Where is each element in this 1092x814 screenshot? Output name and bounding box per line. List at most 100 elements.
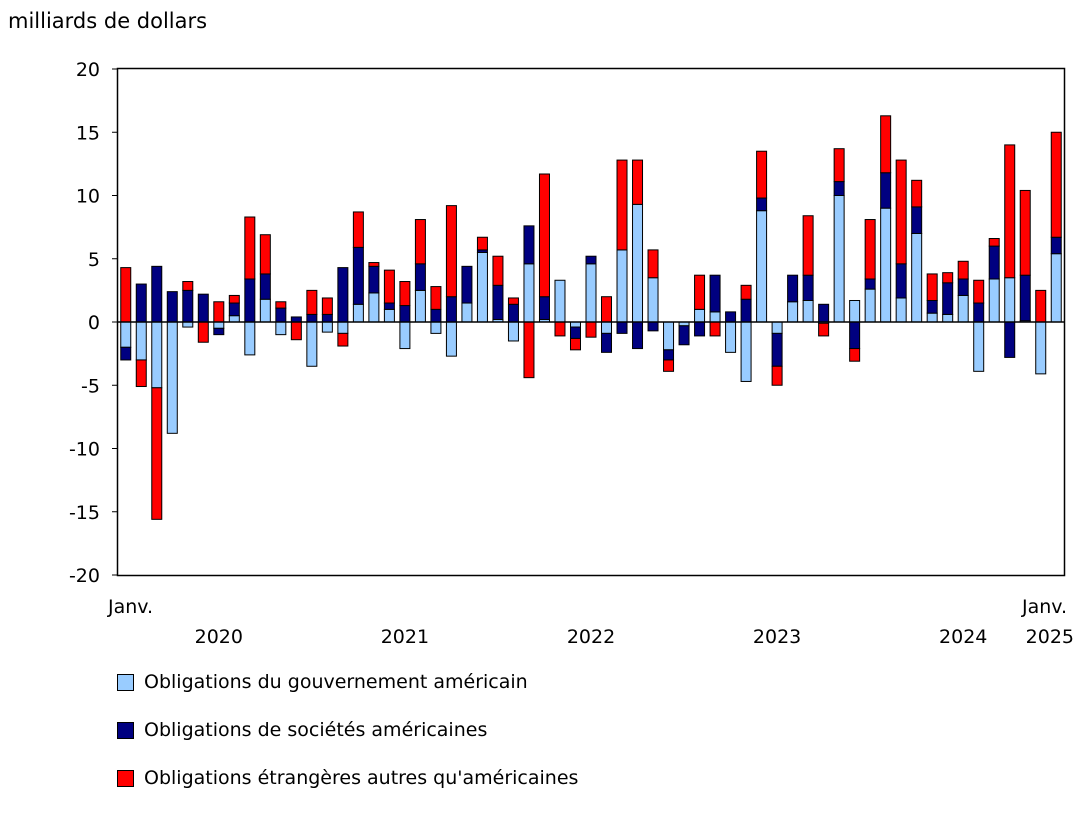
x-axis-labels: Janv. Janv. 2020 2021 2022 2023 2024 2025 [107, 596, 1074, 648]
bar-foreign [647, 249, 659, 279]
bar-foreign [880, 115, 892, 174]
bar-corporate [259, 273, 271, 300]
y-tick-label: 10 [76, 186, 100, 208]
bar-government [911, 232, 923, 323]
bar-foreign [554, 321, 566, 337]
bar-government [1035, 321, 1047, 375]
y-tick-label: -5 [81, 375, 100, 397]
legend-swatch-government [117, 673, 134, 691]
x-year-label: 2021 [381, 626, 429, 648]
bar-government [166, 321, 178, 434]
bar-corporate [1050, 236, 1062, 255]
bar-government [554, 279, 566, 323]
legend-label-foreign: Obligations étrangères autres qu'américa… [144, 767, 579, 789]
bar-corporate [461, 265, 473, 304]
x-year-label: 2020 [195, 626, 243, 648]
bar-government [756, 210, 768, 323]
bar-foreign [399, 281, 411, 307]
bar-foreign [492, 255, 504, 286]
bar-corporate [740, 298, 752, 323]
bar-government [244, 321, 256, 356]
y-tick-label: 0 [88, 312, 100, 334]
bar-corporate [818, 303, 830, 323]
bar-foreign [616, 159, 628, 251]
bar-foreign [368, 262, 380, 267]
bar-government [988, 278, 1000, 323]
bar-corporate [1019, 274, 1031, 322]
bar-corporate [1004, 321, 1016, 358]
bar-corporate [120, 346, 132, 361]
bar-government [663, 321, 675, 351]
legend-swatch-foreign [117, 769, 134, 787]
bar-government [182, 321, 194, 328]
bar-foreign [523, 321, 535, 379]
legend: Obligations du gouvernement américain Ob… [117, 670, 578, 814]
bar-corporate [942, 282, 954, 315]
bar-foreign [663, 359, 675, 372]
bar-corporate [787, 274, 799, 303]
bar-government [430, 321, 442, 334]
bar-foreign [352, 211, 364, 248]
bar-foreign [756, 150, 768, 199]
bar-foreign [988, 238, 1000, 247]
bar-corporate [756, 197, 768, 212]
bar-corporate [414, 263, 426, 291]
bar-government [973, 321, 985, 372]
bar-corporate [538, 296, 550, 320]
bar-government [228, 315, 240, 323]
bar-foreign [197, 321, 209, 343]
bar-government [445, 321, 457, 357]
bar-corporate [399, 305, 411, 323]
bars [120, 115, 1062, 520]
bar-government [787, 301, 799, 323]
bar-government [601, 321, 613, 334]
bar-foreign [957, 260, 969, 280]
x-end-label: Janv. [1021, 596, 1067, 618]
bar-government [647, 277, 659, 323]
legend-item-corporate: Obligations de sociétés américaines [117, 718, 578, 742]
bar-corporate [911, 206, 923, 234]
bar-foreign [911, 179, 923, 208]
bar-corporate [275, 307, 287, 323]
bar-foreign [306, 289, 318, 315]
bar-government [321, 321, 333, 333]
bar-government [895, 297, 907, 323]
y-tick-label: -15 [69, 502, 100, 524]
bar-government [709, 311, 721, 323]
bar-government [833, 195, 845, 323]
bar-foreign [771, 365, 783, 386]
y-tick-label: 5 [88, 249, 100, 271]
bar-corporate [663, 349, 675, 361]
y-tick-label: -20 [69, 565, 100, 587]
bar-foreign [926, 273, 938, 301]
bar-foreign [569, 337, 581, 351]
bar-corporate [430, 308, 442, 323]
bar-foreign [244, 216, 256, 280]
bar-government [880, 207, 892, 323]
bar-corporate [694, 321, 706, 337]
bar-government [135, 321, 147, 361]
bar-foreign [430, 286, 442, 310]
bar-government [151, 321, 163, 389]
legend-item-foreign: Obligations étrangères autres qu'américa… [117, 766, 578, 790]
bar-foreign [833, 148, 845, 183]
bar-corporate [166, 291, 178, 323]
bar-government [771, 321, 783, 334]
x-year-label: 2023 [753, 626, 801, 648]
bar-government [507, 321, 519, 342]
bar-government [461, 302, 473, 323]
bar-corporate [926, 299, 938, 314]
y-axis-ticks: 20 15 10 5 0 -5 -10 -15 -20 [69, 59, 118, 587]
bar-foreign [321, 297, 333, 315]
bar-government [942, 313, 954, 323]
bar-foreign [694, 274, 706, 310]
y-axis-title: milliards de dollars [8, 9, 207, 33]
bar-foreign [942, 272, 954, 284]
legend-label-corporate: Obligations de sociétés américaines [144, 719, 488, 741]
bar-foreign [818, 322, 830, 337]
bar-corporate [445, 296, 457, 323]
bar-foreign [476, 236, 488, 251]
bar-government [632, 203, 644, 323]
bar-government [569, 321, 581, 328]
